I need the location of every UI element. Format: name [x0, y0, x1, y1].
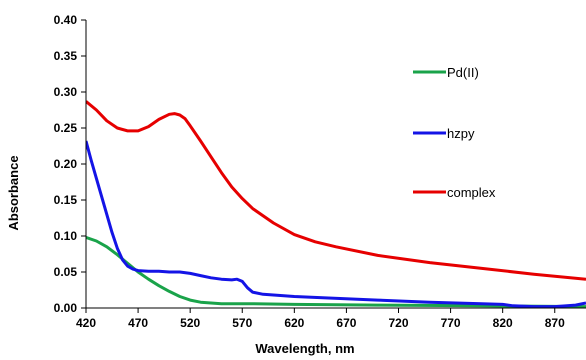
x-tick-label: 870 — [545, 316, 565, 330]
series-layer — [86, 100, 586, 308]
axes-layer — [85, 20, 586, 309]
y-tick-label: 0.05 — [54, 265, 78, 279]
x-tick-label: 670 — [336, 316, 356, 330]
x-tick-label: 820 — [493, 316, 513, 330]
x-tick-label: 470 — [128, 316, 148, 330]
x-tick-label: 420 — [76, 316, 96, 330]
y-tick-label: 0.20 — [54, 157, 78, 171]
y-axis-ticks: 0.00 0.05 0.10 0.15 0.20 0.25 0.30 0.35 0.40 — [54, 13, 86, 315]
series-line-hzpy — [86, 140, 586, 308]
y-tick-label: 0.30 — [54, 85, 78, 99]
y-tick-label: 0.40 — [54, 13, 78, 27]
x-tick-label: 770 — [441, 316, 461, 330]
y-tick-label: 0.15 — [54, 193, 78, 207]
y-tick-label: 0.25 — [54, 121, 78, 135]
y-tick-label: 0.35 — [54, 49, 78, 63]
legend-label: Pd(II) — [447, 65, 479, 80]
x-tick-label: 620 — [284, 316, 304, 330]
legend-item-pd-ii: Pd(II) — [413, 65, 479, 80]
x-tick-label: 720 — [388, 316, 408, 330]
y-axis-title: Absorbance — [6, 155, 21, 230]
x-tick-label: 570 — [232, 316, 252, 330]
legend: Pd(II) hzpy complex — [413, 65, 496, 200]
legend-label: complex — [447, 185, 496, 200]
series-line-pd-ii — [86, 235, 586, 308]
series-line-complex — [86, 100, 586, 281]
legend-item-hzpy: hzpy — [413, 126, 475, 141]
y-tick-label: 0.10 — [54, 229, 78, 243]
legend-item-complex: complex — [413, 185, 496, 200]
legend-label: hzpy — [447, 126, 475, 141]
x-tick-label: 520 — [180, 316, 200, 330]
y-tick-label: 0.00 — [54, 301, 78, 315]
x-axis-title: Wavelength, nm — [255, 341, 354, 356]
x-axis-ticks: 420 470 520 570 620 670 720 770 820 870 — [76, 308, 565, 330]
